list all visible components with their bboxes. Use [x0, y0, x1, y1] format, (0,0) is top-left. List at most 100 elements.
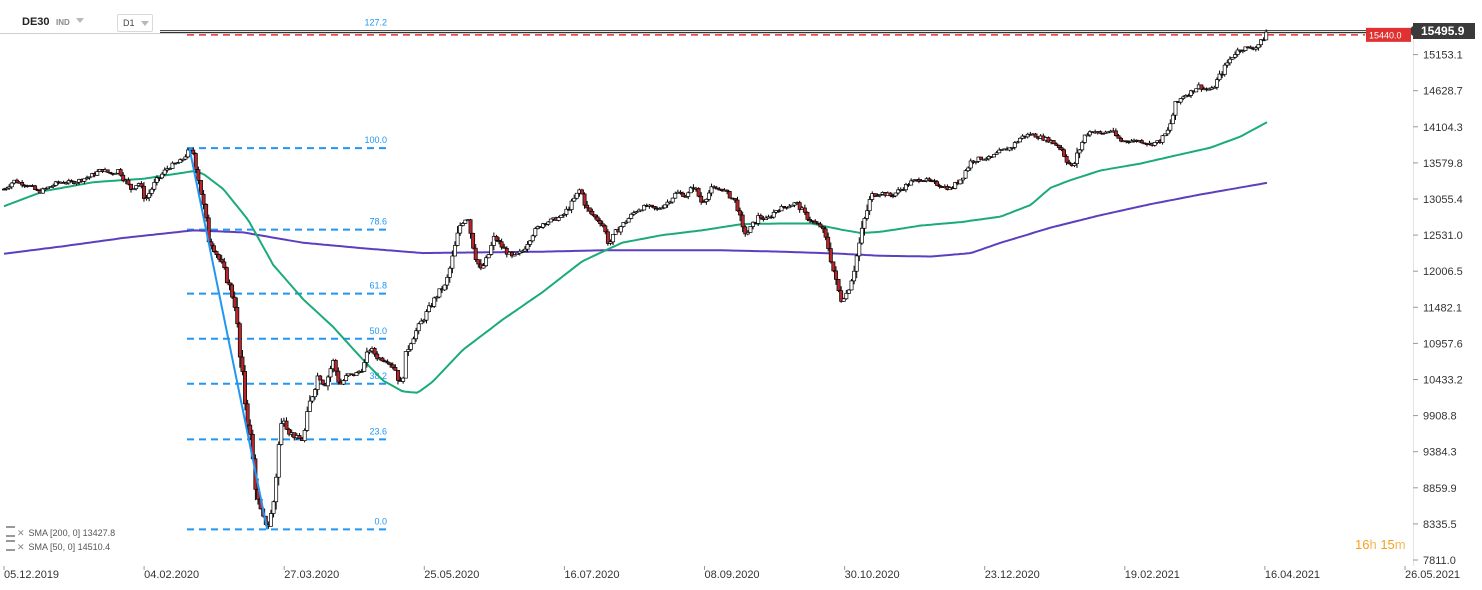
candle-up: [569, 200, 574, 210]
fib-level-label: 23.6: [369, 426, 387, 436]
candle-down: [1067, 161, 1072, 165]
candle-up: [556, 217, 561, 221]
candle-down: [193, 153, 198, 171]
candle-down: [1119, 137, 1124, 142]
sma-200-path: [3, 181, 1268, 258]
candle-down: [1248, 46, 1253, 49]
candle-down: [818, 223, 823, 228]
candle-up: [572, 197, 577, 202]
candle-up: [489, 245, 494, 255]
fibonacci-trend-line[interactable]: [188, 147, 269, 530]
x-tick-label: 16.07.2020: [564, 569, 619, 581]
candle-down: [396, 370, 400, 381]
symbol-dropdown-icon[interactable]: [76, 18, 84, 23]
candle-up: [442, 284, 447, 291]
candle-up: [792, 202, 797, 206]
candle-down: [139, 183, 144, 187]
candle-up: [857, 242, 862, 257]
candle-down: [121, 174, 126, 181]
candle-up: [787, 205, 792, 209]
candle-up: [611, 234, 616, 243]
candle-up: [9, 182, 14, 188]
candle-up: [1012, 142, 1017, 148]
candle-up: [626, 218, 631, 223]
candle-up: [307, 400, 312, 412]
candle-up: [865, 210, 870, 219]
candle-up: [1085, 134, 1090, 137]
candle-up: [1088, 131, 1092, 136]
candle-up: [764, 217, 768, 220]
x-tick-label: 19.02.2021: [1125, 569, 1180, 581]
candle-down: [1116, 135, 1121, 139]
candle-up: [634, 211, 639, 214]
candle-up: [274, 476, 279, 503]
candle-up: [421, 319, 426, 322]
candle-up: [546, 221, 551, 225]
candle-up: [862, 218, 867, 229]
candle-up: [909, 180, 914, 186]
candle-down: [237, 323, 242, 358]
candle-down: [828, 248, 833, 263]
indicator-settings-icon[interactable]: [6, 540, 15, 551]
candle-down: [740, 214, 745, 228]
candle-up: [162, 169, 167, 175]
symbol-label[interactable]: DE30: [22, 16, 50, 28]
indicator-settings-icon[interactable]: [6, 526, 15, 537]
candle-down: [1046, 137, 1051, 143]
candle-up: [629, 213, 634, 219]
x-tick-label: 05.12.2019: [4, 569, 59, 581]
candle-up: [450, 255, 455, 269]
candle-up: [1259, 39, 1263, 46]
candle-down: [199, 180, 203, 195]
candle-countdown: 16h 15m: [1355, 537, 1406, 552]
candle-down: [582, 193, 587, 206]
candle-up: [561, 213, 566, 216]
y-tick-label: 15153.1: [1423, 50, 1463, 62]
close-icon[interactable]: ✕: [17, 528, 25, 538]
candle-down: [743, 226, 748, 235]
candle-up: [756, 215, 761, 224]
candle-up: [1010, 147, 1015, 149]
candle-up: [7, 186, 12, 189]
candle-down: [129, 183, 133, 190]
candle-up: [1256, 44, 1261, 49]
candle-up: [51, 185, 56, 187]
candle-down: [227, 282, 232, 286]
x-tick-label: 04.02.2020: [144, 569, 199, 581]
close-icon[interactable]: ✕: [17, 542, 25, 552]
candle-up: [789, 204, 794, 207]
candle-up: [1215, 79, 1219, 88]
candle-down: [499, 241, 504, 248]
candle-down: [1186, 94, 1191, 97]
candle-up: [432, 297, 437, 307]
candle-down: [248, 424, 253, 435]
candle-down: [872, 193, 877, 197]
candle-down: [214, 251, 219, 256]
candle-up: [1160, 135, 1165, 143]
candle-up: [1181, 96, 1186, 99]
candle-up: [1233, 54, 1238, 58]
candle-up: [528, 240, 533, 245]
candle-down: [476, 259, 481, 265]
candle-down: [600, 223, 605, 227]
candle-up: [992, 154, 997, 158]
candle-up: [458, 225, 463, 234]
candle-up: [997, 149, 1002, 154]
candle-up: [160, 173, 165, 179]
candle-up: [631, 212, 636, 215]
candle-down: [826, 236, 831, 249]
candle-down: [297, 435, 302, 439]
candle-down: [1056, 144, 1061, 148]
candle-down: [105, 169, 110, 173]
candle-up: [670, 197, 675, 203]
candle-up: [953, 182, 958, 189]
x-tick-label: 27.03.2020: [284, 569, 339, 581]
candle-up: [1152, 142, 1157, 146]
timeframe-select[interactable]: D1: [117, 14, 153, 32]
candle-up: [341, 380, 346, 385]
candle-up: [1235, 49, 1240, 55]
fib-level-label: 127.2: [364, 18, 387, 28]
candle-up: [403, 351, 408, 379]
